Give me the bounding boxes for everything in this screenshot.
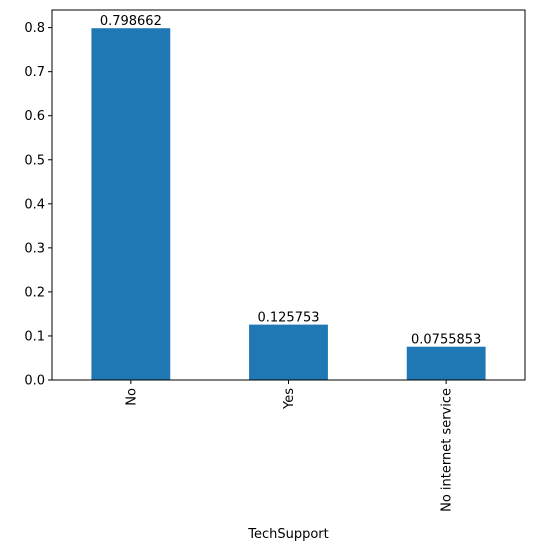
x-tick-label: Yes <box>282 388 297 410</box>
y-axis-ticks: 0.0 0.1 0.2 0.3 0.4 0.5 0.6 0.7 0.8 <box>24 21 52 389</box>
bar-value-label: 0.798662 <box>100 14 162 29</box>
x-tick-label: No <box>124 388 139 406</box>
y-tick-label: 0.7 <box>24 65 45 80</box>
y-tick-label: 0.0 <box>24 374 45 389</box>
bar <box>249 324 328 380</box>
bar-value-label: 0.0755853 <box>411 333 481 348</box>
y-tick-label: 0.8 <box>24 21 45 36</box>
bar <box>406 346 486 380</box>
y-tick-label: 0.4 <box>24 197 45 212</box>
x-axis-ticks: No Yes No internet service <box>124 380 455 512</box>
bar-value-label: 0.125753 <box>257 311 319 326</box>
x-axis-label: TechSupport <box>247 527 329 542</box>
y-tick-label: 0.3 <box>24 241 45 256</box>
y-tick-label: 0.2 <box>24 285 45 300</box>
bar-data-labels: 0.798662 0.125753 0.0755853 <box>100 14 482 347</box>
plot-frame <box>51 9 526 381</box>
y-tick-label: 0.6 <box>24 109 45 124</box>
bars <box>91 28 486 380</box>
y-tick-label: 0.5 <box>24 153 45 168</box>
x-tick-label: No internet service <box>440 388 455 512</box>
y-tick-label: 0.1 <box>24 329 45 344</box>
bar <box>91 28 171 380</box>
